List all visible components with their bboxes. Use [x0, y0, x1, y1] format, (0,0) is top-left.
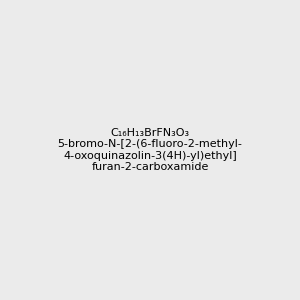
Text: C₁₆H₁₃BrFN₃O₃
5-bromo-N-[2-(6-fluoro-2-methyl-
4-oxoquinazolin-3(4H)-yl)ethyl]
f: C₁₆H₁₃BrFN₃O₃ 5-bromo-N-[2-(6-fluoro-2-m… — [58, 128, 242, 172]
